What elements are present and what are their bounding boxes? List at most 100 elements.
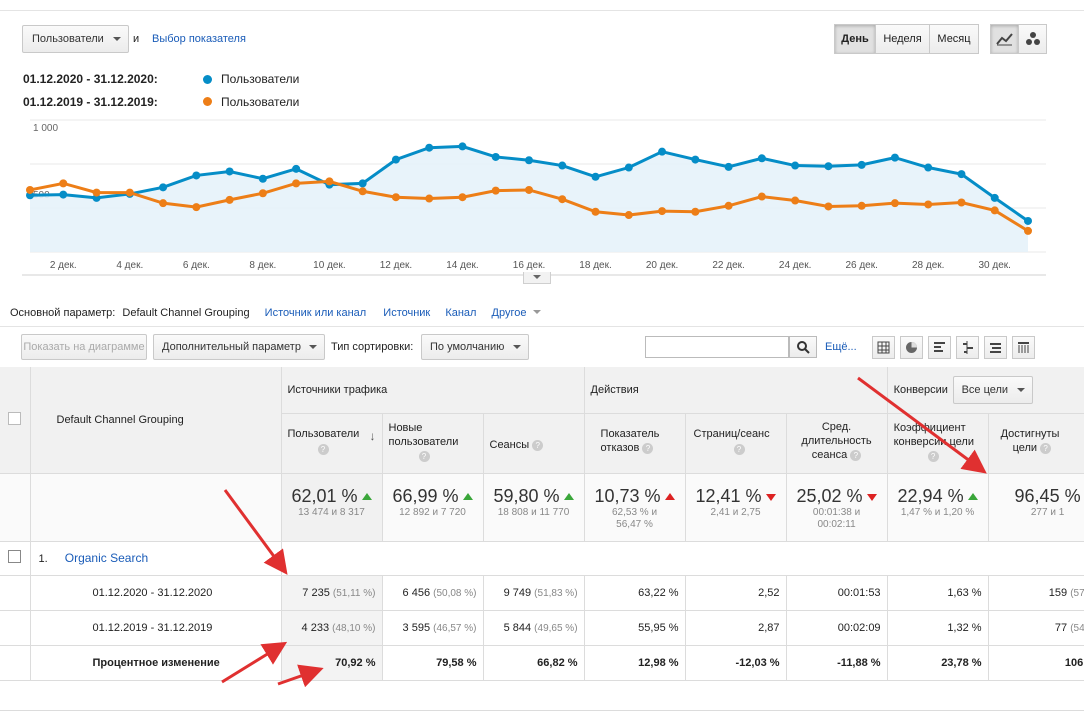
chart-collapse-handle[interactable]	[523, 272, 551, 284]
period-month-button[interactable]: Месяц	[929, 24, 979, 54]
data-point[interactable]	[957, 170, 966, 179]
data-point[interactable]	[92, 188, 101, 197]
term-cloud-view-button[interactable]	[984, 336, 1007, 359]
data-point[interactable]	[924, 200, 933, 209]
data-point[interactable]	[658, 147, 667, 156]
col-header-bounce-rate[interactable]: Показатель отказов ?	[584, 413, 686, 474]
sort-type-dropdown[interactable]: По умолчанию	[421, 334, 529, 360]
period-week-button[interactable]: Неделя	[875, 24, 930, 54]
data-point[interactable]	[691, 155, 700, 164]
data-point[interactable]	[491, 152, 500, 161]
metric-dropdown[interactable]: Пользователи	[22, 25, 129, 53]
choose-metric-link[interactable]: Выбор показателя	[152, 33, 246, 45]
data-point[interactable]	[458, 193, 467, 202]
period-day-button[interactable]: День	[834, 24, 876, 54]
data-point[interactable]	[757, 192, 766, 201]
data-point[interactable]	[890, 153, 899, 162]
data-point[interactable]	[1024, 226, 1032, 235]
data-point[interactable]	[525, 156, 533, 165]
organic-search-link[interactable]: Organic Search	[64, 551, 149, 565]
data-point[interactable]	[192, 171, 201, 180]
search-button[interactable]	[789, 336, 817, 358]
table-cell: 66,82 %	[483, 645, 585, 681]
row-checkbox[interactable]	[8, 550, 22, 563]
data-point[interactable]	[990, 193, 999, 202]
dimension-header[interactable]: Default Channel Grouping	[30, 367, 282, 474]
select-all-checkbox[interactable]	[8, 411, 22, 425]
data-point[interactable]	[225, 167, 234, 176]
pie-view-button[interactable]	[900, 336, 923, 359]
table-cell: 00:02:09	[786, 610, 888, 646]
data-point[interactable]	[59, 179, 68, 188]
dimension-source-link[interactable]: Источник	[383, 307, 431, 319]
data-point[interactable]	[358, 187, 367, 196]
comparison-view-button[interactable]	[956, 336, 979, 359]
data-point[interactable]	[591, 207, 600, 216]
dimension-other-link[interactable]: Другое	[491, 307, 527, 319]
data-point[interactable]	[791, 196, 800, 205]
col-header-pages-per-session[interactable]: Страниц/сеанс?	[685, 413, 787, 474]
data-point[interactable]	[857, 201, 866, 210]
pivot-view-button[interactable]	[1012, 336, 1035, 359]
data-point[interactable]	[458, 142, 467, 151]
col-header-new-users[interactable]: Новые пользователи?	[382, 413, 484, 474]
data-point[interactable]	[724, 201, 733, 210]
col-header-users[interactable]: Пользователи? ↓	[281, 413, 383, 474]
data-point[interactable]	[824, 202, 833, 211]
data-point[interactable]	[658, 207, 667, 216]
data-point[interactable]	[957, 198, 966, 207]
data-point[interactable]	[525, 185, 533, 194]
data-point[interactable]	[491, 186, 500, 195]
dimension-source-medium-link[interactable]: Источник или канал	[264, 307, 367, 319]
data-point[interactable]	[391, 155, 400, 164]
data-point[interactable]	[691, 207, 700, 216]
data-point[interactable]	[624, 163, 633, 172]
data-point[interactable]	[924, 163, 933, 172]
data-point[interactable]	[125, 188, 134, 197]
data-point[interactable]	[292, 164, 301, 173]
data-point[interactable]	[724, 162, 733, 171]
col-header-goal-conversion-rate[interactable]: Коэффициент конверсии цели?	[887, 413, 989, 474]
data-point[interactable]	[192, 203, 201, 212]
chevron-down-icon	[309, 345, 317, 349]
bar-view-button[interactable]	[928, 336, 951, 359]
data-point[interactable]	[225, 195, 234, 204]
data-point[interactable]	[824, 162, 833, 171]
data-point[interactable]	[558, 195, 567, 204]
trend-up-icon	[361, 492, 372, 500]
data-point[interactable]	[292, 179, 301, 188]
data-point[interactable]	[26, 185, 34, 194]
dimension-medium-link[interactable]: Канал	[445, 307, 477, 319]
goals-dropdown[interactable]: Все цели	[952, 376, 1033, 404]
data-point[interactable]	[258, 174, 267, 183]
col-header-goal-completions[interactable]: Достигнуты цели ?	[988, 413, 1084, 474]
data-point[interactable]	[325, 177, 334, 186]
table-view-button[interactable]	[872, 336, 895, 359]
more-options-link[interactable]: Ещё...	[825, 341, 857, 353]
col-header-sessions[interactable]: Сеансы ?	[483, 413, 585, 474]
data-point[interactable]	[591, 172, 600, 181]
data-point[interactable]	[558, 161, 567, 170]
data-point[interactable]	[391, 193, 400, 202]
data-point[interactable]	[791, 161, 800, 170]
data-point[interactable]	[358, 179, 367, 188]
table-search-input[interactable]	[645, 336, 789, 358]
data-point[interactable]	[159, 183, 168, 192]
plot-rows-button[interactable]: Показать на диаграмме	[21, 334, 147, 360]
data-point[interactable]	[890, 199, 899, 208]
data-point[interactable]	[59, 190, 68, 199]
data-point[interactable]	[425, 194, 434, 203]
data-point[interactable]	[159, 199, 168, 208]
data-point[interactable]	[857, 160, 866, 169]
data-point[interactable]	[757, 154, 766, 163]
secondary-dimension-dropdown[interactable]: Дополнительный параметр	[153, 334, 325, 360]
data-point[interactable]	[425, 143, 434, 152]
data-point[interactable]	[258, 189, 267, 198]
col-header-avg-session-duration[interactable]: Сред. длительность сеанса ?	[786, 413, 888, 474]
data-point[interactable]	[624, 211, 633, 220]
data-point[interactable]	[990, 206, 999, 215]
data-point[interactable]	[1024, 216, 1032, 225]
line-chart-button[interactable]	[990, 24, 1019, 54]
grid-icon	[877, 341, 890, 354]
motion-chart-button[interactable]	[1018, 24, 1047, 54]
